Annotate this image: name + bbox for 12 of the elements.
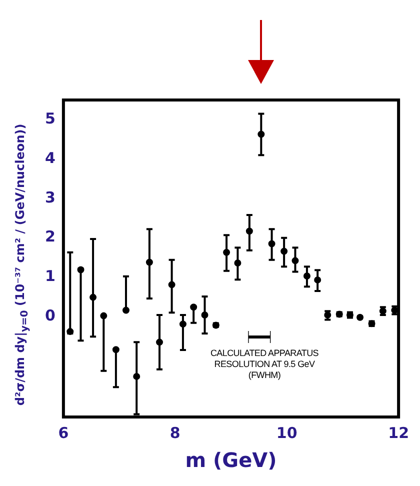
x-axis-title: m (GeV) xyxy=(185,448,277,472)
x-tick-label: 10 xyxy=(276,424,298,442)
annotation: CALCULATED APPARATUS RESOLUTION AT 9.5 GeV (FWHM) xyxy=(209,348,320,382)
y-tick-label: 2 xyxy=(45,228,56,246)
x-tick-label: 12 xyxy=(388,424,409,442)
y-tick-label: 4 xyxy=(45,148,56,167)
y-tick-label: 0 xyxy=(45,306,56,324)
y-tick-label: 1 xyxy=(45,267,56,286)
y-tick-label: 3 xyxy=(45,188,56,206)
x-tick-label: 6 xyxy=(58,424,69,442)
x-tick-label: 8 xyxy=(170,424,180,442)
y-tick-label: 5 xyxy=(45,110,56,128)
